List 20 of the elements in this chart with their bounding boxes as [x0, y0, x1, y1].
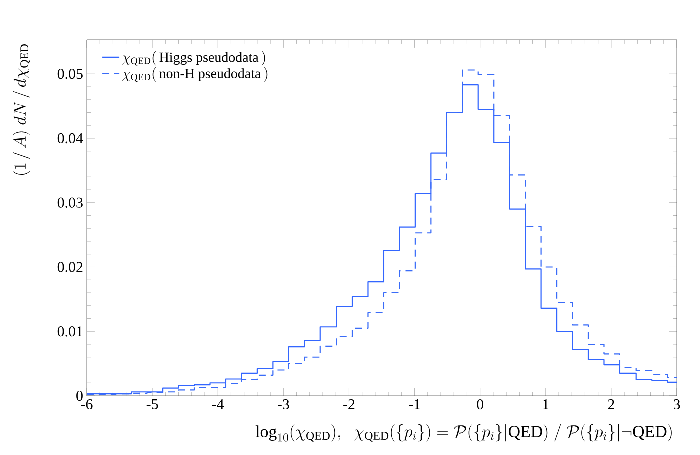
x-tick-label: -6 [81, 400, 93, 410]
x-tick-label: -1 [409, 400, 420, 410]
x-tick-label: -3 [278, 400, 290, 410]
y-axis-title: $(1\,/\,A)\;dN\,/\,d\chi_{\mathrm{QED}}$ [12, 44, 30, 175]
y-tick-label: 0.03 [58, 198, 83, 208]
x-axis-title: $\log_{10}(\chi_{\mathrm{QED}}),\;\; \chi_{\mathrm{QED}}(\{p_i\}) = \mathcal{P}(\{p_i\}|\mathrm{QED})\;/\;\mathcal{P}(\{p_i\}|\neg\mathrm{QED})$ [256, 424, 672, 442]
x-tick-label: -4 [212, 400, 224, 410]
legend-label: $\chi_{\mathrm{QED}}(\,\mathrm{non\text{-}H\ pseudodata}\,)$ [122, 68, 268, 82]
x-tick-label: 1 [543, 400, 549, 410]
y-tick-label: 0 [76, 390, 83, 402]
y-tick-label: 0.01 [58, 326, 83, 337]
x-tick-label: 0 [477, 400, 484, 410]
x-tick-label: 3 [674, 400, 680, 410]
y-tick-label: 0.05 [58, 69, 83, 80]
y-tick-label: 0.02 [58, 262, 83, 272]
x-tick-label: -2 [344, 400, 355, 410]
y-tick-label: 0.04 [58, 133, 84, 144]
x-tick-label: -5 [146, 400, 158, 410]
x-tick-label: 2 [608, 400, 614, 410]
legend-label: $\chi_{\mathrm{QED}}(\,\mathrm{Higgs\ pseudodata}\,)$ [122, 51, 266, 66]
